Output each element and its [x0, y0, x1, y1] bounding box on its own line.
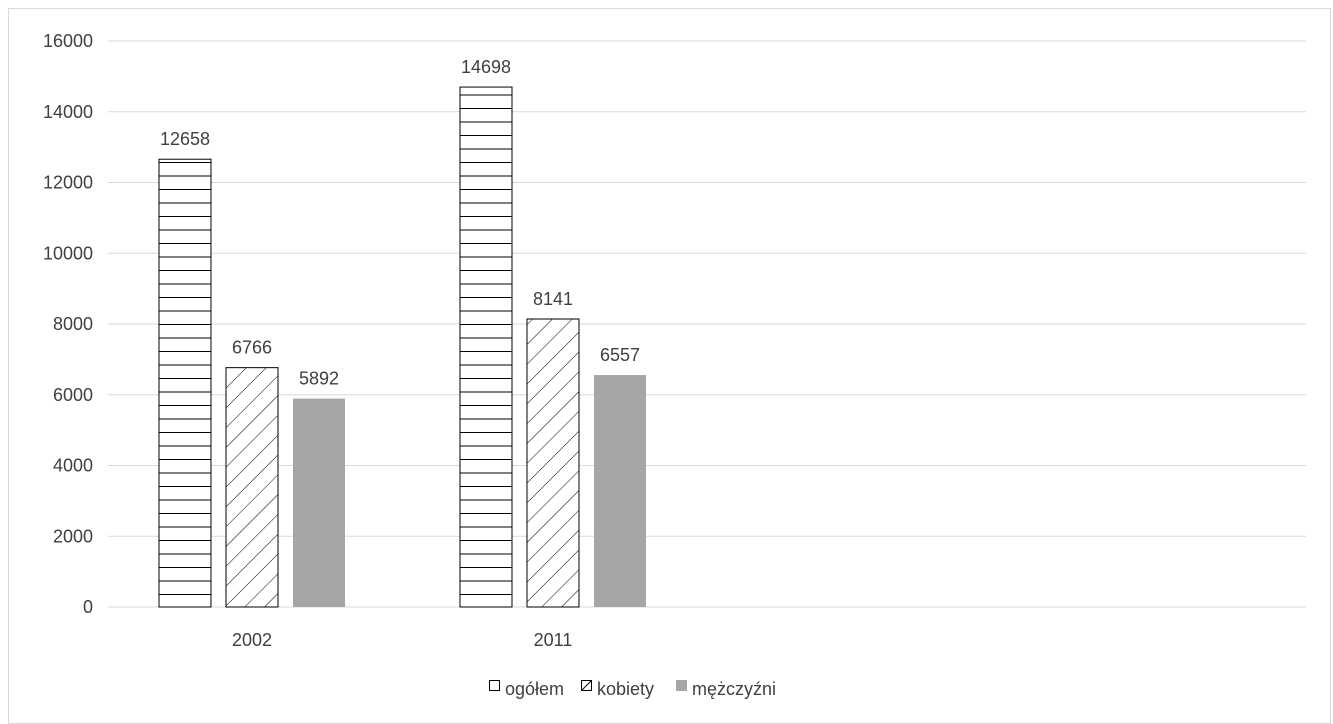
bar-mężczyźni-2002 [293, 398, 345, 607]
data-label: 6766 [232, 338, 272, 358]
y-tick-label: 16000 [43, 31, 93, 51]
y-tick-label: 10000 [43, 243, 93, 263]
legend-swatch-ogółem [489, 680, 500, 691]
bar-ogółem-2011 [459, 86, 513, 608]
y-tick-label: 2000 [53, 526, 93, 546]
y-axis-tick-labels: 0 2000 4000 6000 8000 10000 12000 14000 16000 [43, 31, 93, 617]
y-tick-label: 8000 [53, 314, 93, 334]
data-label: 6557 [600, 345, 640, 365]
data-labels: 12658 6766 5892 14698 8141 6557 [160, 57, 640, 389]
y-tick-label: 4000 [53, 456, 93, 476]
data-label: 14698 [461, 57, 511, 77]
data-label: 12658 [160, 129, 210, 149]
y-tick-label: 6000 [53, 385, 93, 405]
legend: ogółem kobiety mężczyźni [489, 679, 776, 699]
y-tick-label: 0 [83, 597, 93, 617]
legend-swatch-hatch [581, 680, 592, 691]
x-axis-tick-labels: 2002 2011 [232, 630, 572, 650]
legend-swatch-mężczyźni [676, 680, 687, 691]
bar-kobiety-2011 [526, 318, 580, 608]
legend-label: ogółem [505, 679, 564, 699]
data-label: 8141 [533, 289, 573, 309]
bar-ogółem-2002 [158, 158, 212, 608]
legend-label: kobiety [597, 679, 654, 699]
y-tick-label: 12000 [43, 173, 93, 193]
legend-label: mężczyźni [692, 679, 776, 699]
x-tick-label: 2011 [534, 630, 573, 650]
data-label: 5892 [299, 369, 339, 389]
x-tick-label: 2002 [232, 630, 272, 650]
bar-kobiety-2002 [225, 367, 279, 608]
bar-mężczyźni-2011 [594, 375, 646, 607]
gridlines [108, 40, 1306, 608]
bars [158, 86, 646, 608]
y-tick-label: 14000 [43, 102, 93, 122]
